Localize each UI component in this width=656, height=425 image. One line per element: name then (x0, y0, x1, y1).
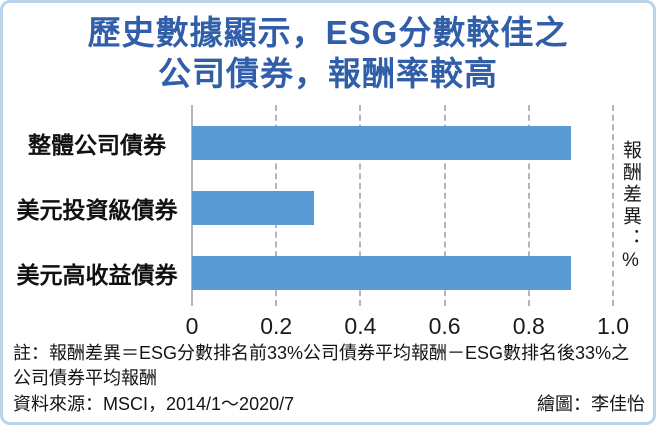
vertical-gridline (612, 105, 614, 306)
bar-row (192, 241, 613, 306)
source-row: 資料來源：MSCI，2014/1～2020/7 繪圖：李佳怡 (13, 392, 645, 417)
plot-area: 整體公司債券 美元投資級債券 美元高收益債券 0 0.2 0.4 0.6 0.8 1.0 (17, 105, 629, 339)
x-tick-label: 0 (185, 313, 199, 339)
bar-3 (192, 256, 571, 291)
x-tick-label: 1.0 (597, 313, 629, 339)
chart-title: 歷史數據顯示，ESG分數較佳之 公司債券，報酬率較高 (3, 12, 653, 94)
vertical-gridline (527, 105, 530, 306)
x-tick-label: 0.8 (512, 313, 545, 339)
title-line-1: 歷史數據顯示，ESG分數較佳之 (87, 14, 569, 51)
x-tick-label: 0.2 (260, 313, 293, 339)
vertical-gridline (443, 105, 446, 306)
right-axis-label: 報酬差異：% (620, 140, 641, 274)
footnotes: 註：報酬差異＝ESG分數排名前33%公司債券平均報酬－ESG數排名後33%之 公… (13, 341, 645, 417)
credit-text: 繪圖：李佳怡 (537, 394, 645, 414)
category-label: 美元高收益債券 (16, 262, 178, 289)
note-line-2: 公司債券平均報酬 (13, 368, 157, 388)
bar-1 (192, 125, 571, 160)
x-tick-label: 0.4 (344, 313, 377, 339)
category-label: 美元投資級債券 (16, 196, 178, 223)
bar-row (192, 110, 613, 175)
bar-2 (192, 190, 315, 225)
vertical-gridline (359, 105, 362, 306)
bar-row (192, 175, 613, 240)
x-tick-label: 0.6 (428, 313, 461, 339)
note-line-1: 註：報酬差異＝ESG分數排名前33%公司債券平均報酬－ESG數排名後33%之 (13, 343, 630, 363)
category-label: 整體公司債券 (28, 131, 166, 158)
title-line-2: 公司債券，報酬率較高 (158, 55, 498, 92)
source-text: 資料來源：MSCI，2014/1～2020/7 (13, 394, 295, 414)
